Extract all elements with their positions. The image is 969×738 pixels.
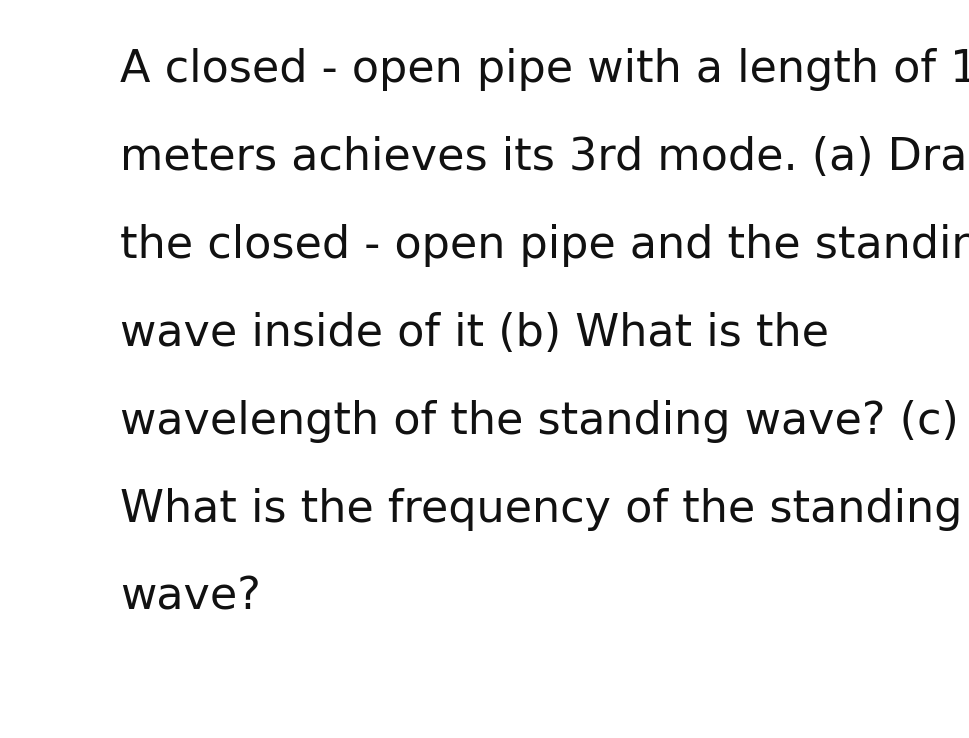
Text: wave?: wave? xyxy=(120,576,261,619)
Text: A closed - open pipe with a length of 1.2: A closed - open pipe with a length of 1.… xyxy=(120,48,969,91)
Text: wave inside of it (b) What is the: wave inside of it (b) What is the xyxy=(120,312,829,355)
Text: the closed - open pipe and the standing: the closed - open pipe and the standing xyxy=(120,224,969,267)
Text: meters achieves its 3rd mode. (a) Draw: meters achieves its 3rd mode. (a) Draw xyxy=(120,136,969,179)
Text: What is the frequency of the standing: What is the frequency of the standing xyxy=(120,488,962,531)
Text: wavelength of the standing wave? (c): wavelength of the standing wave? (c) xyxy=(120,400,958,443)
